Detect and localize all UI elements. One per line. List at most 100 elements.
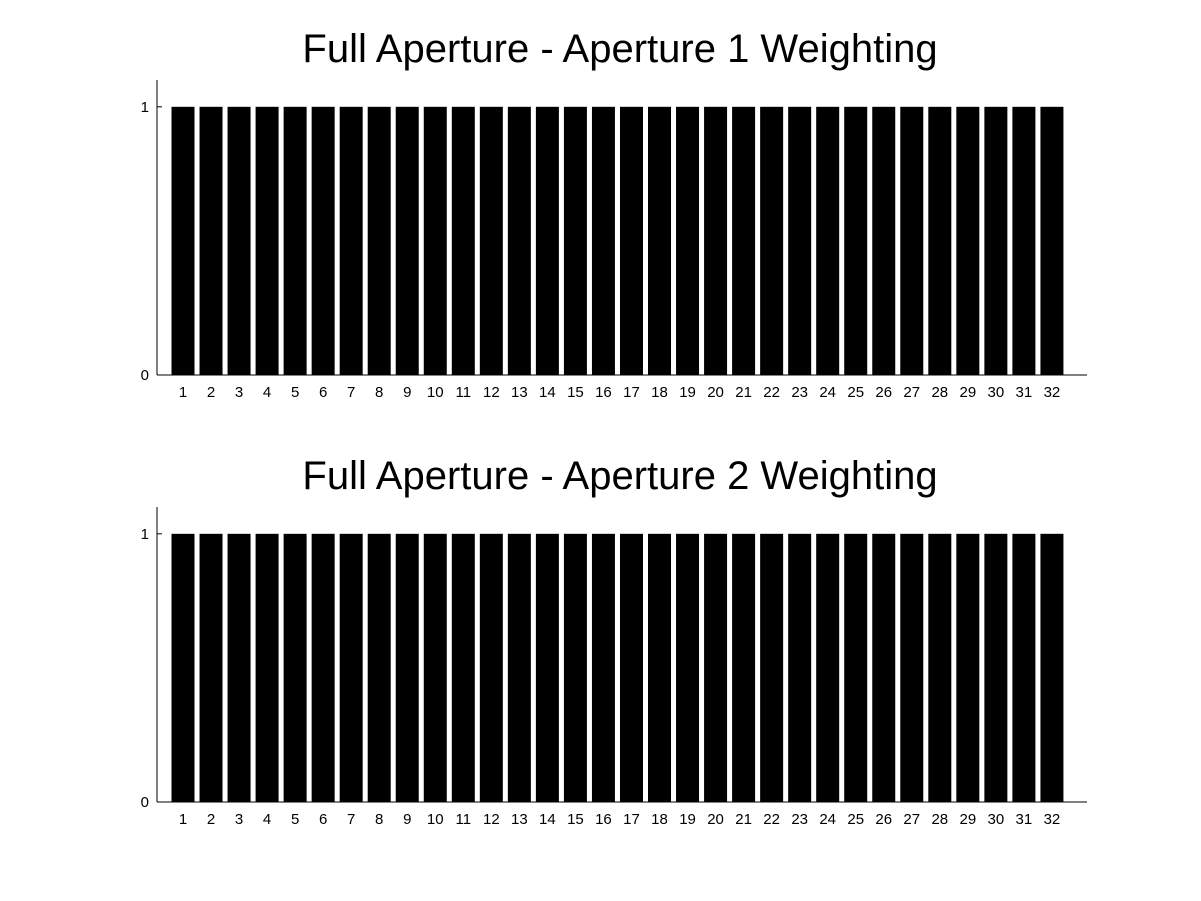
x-tick-label-30: 30	[988, 384, 1005, 401]
bar-24	[816, 106, 840, 375]
bar-10	[423, 106, 447, 375]
bar-14	[535, 106, 559, 375]
bar-27	[900, 533, 924, 802]
x-tick-label-15: 15	[567, 811, 584, 828]
bar-20	[704, 106, 728, 375]
bars	[171, 533, 1064, 802]
x-tick-label-15: 15	[567, 384, 584, 401]
bar-19	[676, 106, 700, 375]
x-tick-label-1: 1	[179, 384, 187, 401]
x-tick-label-9: 9	[403, 384, 411, 401]
bar-6	[311, 533, 335, 802]
axes	[156, 80, 1087, 376]
bar-26	[872, 533, 896, 802]
bar-25	[844, 106, 868, 375]
x-tick-label-30: 30	[988, 811, 1005, 828]
x-tick-label-1: 1	[179, 811, 187, 828]
x-tick-label-18: 18	[651, 811, 668, 828]
bar-17	[619, 533, 643, 802]
y-tick-labels: 01	[141, 526, 149, 811]
bar-31	[1012, 533, 1036, 802]
bar-32	[1040, 106, 1064, 375]
axes	[156, 507, 1087, 803]
x-tick-label-16: 16	[595, 384, 612, 401]
bar-16	[591, 533, 615, 802]
x-tick-label-3: 3	[235, 384, 243, 401]
x-tick-label-22: 22	[763, 384, 780, 401]
y-tick-label-0: 0	[141, 367, 149, 384]
x-tick-label-24: 24	[819, 811, 836, 828]
bar-12	[479, 533, 503, 802]
bar-27	[900, 106, 924, 375]
x-tick-label-32: 32	[1044, 384, 1061, 401]
bar-7	[339, 533, 363, 802]
x-tick-label-5: 5	[291, 811, 299, 828]
x-tick-labels: 1 2 3 4 5 6 7 8 9 10 11 12 13 14 15 16 17 18 19 20 21 22 23 24 2…	[179, 384, 1060, 401]
bar-21	[732, 533, 756, 802]
bars	[171, 106, 1064, 375]
x-tick-label-18: 18	[651, 384, 668, 401]
x-tick-label-20: 20	[707, 384, 724, 401]
bar-10	[423, 533, 447, 802]
x-tick-label-27: 27	[903, 384, 920, 401]
chart-title: Full Aperture - Aperture 1 Weighting	[302, 27, 937, 71]
x-tick-label-8: 8	[375, 811, 383, 828]
x-tick-label-14: 14	[539, 384, 556, 401]
bar-22	[760, 533, 784, 802]
y-tick-label-1: 1	[141, 526, 149, 543]
bar-1	[171, 533, 195, 802]
bar-29	[956, 106, 980, 375]
x-tick-label-13: 13	[511, 811, 528, 828]
x-tick-label-4: 4	[263, 384, 271, 401]
bar-28	[928, 106, 952, 375]
x-tick-label-7: 7	[347, 384, 355, 401]
bar-11	[451, 533, 475, 802]
x-tick-label-11: 11	[456, 811, 472, 828]
x-tick-label-26: 26	[875, 811, 892, 828]
bar-22	[760, 106, 784, 375]
x-tick-label-11: 11	[456, 384, 472, 401]
bar-2	[199, 106, 223, 375]
bar-19	[676, 533, 700, 802]
bar-12	[479, 106, 503, 375]
x-tick-label-29: 29	[959, 384, 976, 401]
y-tick-label-0: 0	[141, 794, 149, 811]
x-tick-label-2: 2	[207, 384, 215, 401]
bar-8	[367, 533, 391, 802]
bar-17	[619, 106, 643, 375]
x-tick-label-12: 12	[483, 384, 500, 401]
x-tick-label-26: 26	[875, 384, 892, 401]
bar-32	[1040, 533, 1064, 802]
bar-14	[535, 533, 559, 802]
bar-5	[283, 533, 307, 802]
bar-3	[227, 533, 251, 802]
x-tick-label-19: 19	[679, 384, 696, 401]
x-tick-label-32: 32	[1044, 811, 1061, 828]
bar-5	[283, 106, 307, 375]
bar-16	[591, 106, 615, 375]
x-tick-label-25: 25	[847, 811, 864, 828]
x-tick-label-10: 10	[427, 811, 444, 828]
x-tick-label-23: 23	[791, 384, 808, 401]
bar-30	[984, 106, 1008, 375]
x-tick-label-7: 7	[347, 811, 355, 828]
x-tick-label-21: 21	[735, 384, 752, 401]
x-tick-label-9: 9	[403, 811, 411, 828]
x-tick-label-21: 21	[735, 811, 752, 828]
x-tick-label-14: 14	[539, 811, 556, 828]
x-tick-label-27: 27	[903, 811, 920, 828]
y-tick-label-1: 1	[141, 99, 149, 116]
x-tick-label-22: 22	[763, 811, 780, 828]
bar-7	[339, 106, 363, 375]
bar-9	[395, 533, 419, 802]
bar-20	[704, 533, 728, 802]
bar-18	[648, 106, 672, 375]
x-tick-label-6: 6	[319, 384, 327, 401]
bar-24	[816, 533, 840, 802]
bar-8	[367, 106, 391, 375]
x-tick-label-29: 29	[959, 811, 976, 828]
bar-30	[984, 533, 1008, 802]
x-tick-label-28: 28	[931, 384, 948, 401]
bar-6	[311, 106, 335, 375]
